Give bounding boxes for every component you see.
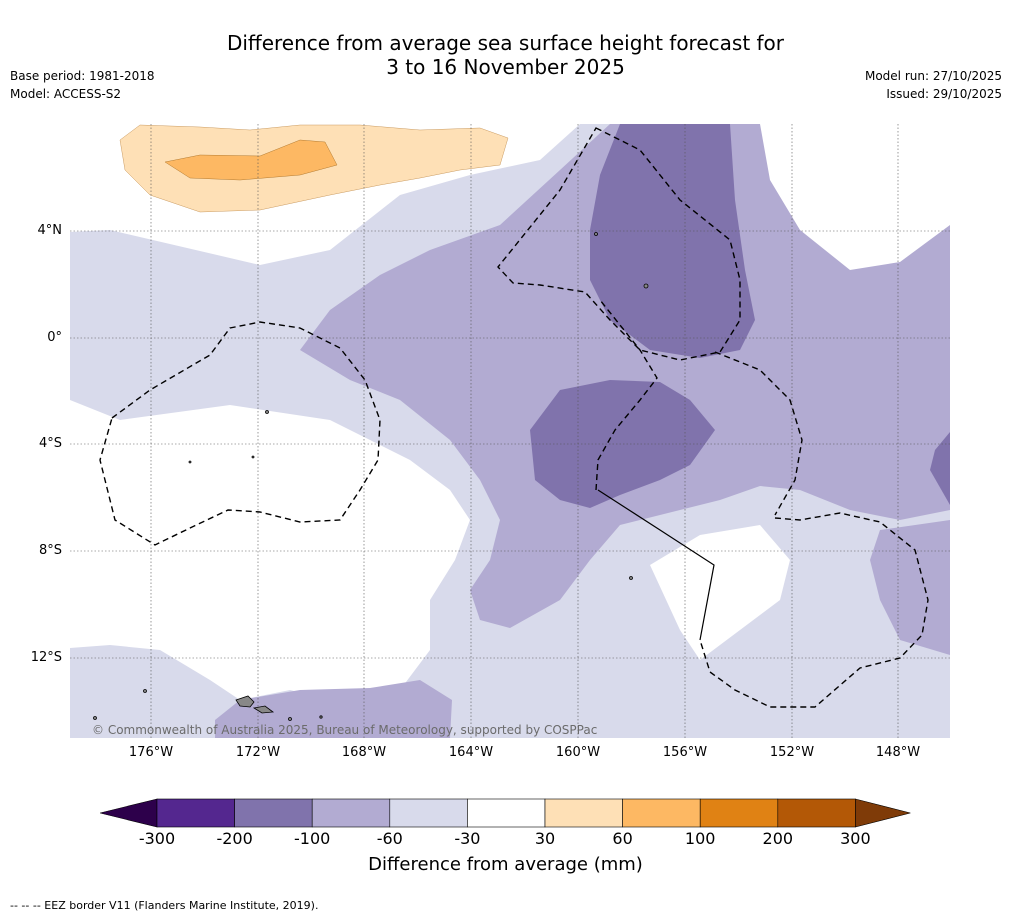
- islands: [93, 232, 649, 721]
- meta-right: Model run: 27/10/2025 Issued: 29/10/2025: [865, 67, 1002, 103]
- eez-footnote: -- -- -- EEZ border V11 (Flanders Marine…: [10, 899, 319, 912]
- lon-label-160w: 160°W: [555, 745, 601, 760]
- title-line-2: 3 to 16 November 2025: [386, 55, 625, 79]
- colorbar-tick-1: -200: [216, 829, 253, 848]
- island-savaii: [235, 695, 255, 708]
- lon-label-148w: 148°W: [875, 745, 921, 760]
- colorbar-over-arrow: [855, 798, 911, 828]
- colorbar-segment-6: [622, 798, 701, 828]
- lon-label-176w: 176°W: [128, 745, 174, 760]
- graticule: [70, 124, 950, 738]
- contour-band-white-southwest: [70, 400, 470, 700]
- colorbar-tick-3: -60: [376, 829, 403, 848]
- colorbar-under-arrow: [100, 798, 158, 828]
- lat-label-8s: 8°S: [38, 543, 62, 558]
- colorbar: [100, 798, 911, 828]
- lon-label-164w: 164°W: [448, 745, 494, 760]
- colorbar-tick-8: 200: [762, 829, 794, 848]
- contour-band-dark-purple-center: [530, 380, 715, 508]
- lat-label-0: 0°: [47, 330, 62, 345]
- colorbar-segment-1: [234, 798, 313, 828]
- island-islet-5: [629, 576, 633, 580]
- colorbar-tick-9: 300: [840, 829, 871, 848]
- copyright-notice: © Commonwealth of Australia 2025, Bureau…: [92, 723, 598, 737]
- island-islet-3: [188, 460, 192, 464]
- contour-band-white-northeast: [790, 128, 950, 275]
- colorbar-segment-4: [467, 798, 546, 828]
- contour-band-mid-purple-east: [870, 520, 950, 655]
- colorbar-segment-5: [544, 798, 623, 828]
- lat-label-4n: 4°N: [37, 223, 63, 238]
- colorbar-tick-2: -100: [294, 829, 331, 848]
- eez-borders: [99, 127, 929, 708]
- colorbar-segment-3: [389, 798, 468, 828]
- model-run: Model run: 27/10/2025: [864, 69, 1002, 83]
- island-islet-9: [319, 715, 323, 719]
- island-islet-7: [93, 716, 97, 720]
- eez-boundary-solid: [597, 489, 715, 641]
- lon-label-152w: 152°W: [769, 745, 815, 760]
- island-islet-2: [265, 410, 269, 414]
- map-svg: [70, 124, 950, 738]
- lon-label-172w: 172°W: [235, 745, 281, 760]
- island-upolu: [252, 705, 275, 714]
- colorbar-segment-7: [699, 798, 779, 828]
- title-line-1: Difference from average sea surface heig…: [226, 31, 785, 55]
- contour-band-orange: [164, 139, 338, 181]
- lat-label-4s: 4°S: [38, 436, 62, 451]
- lat-label-12s: 12°S: [30, 650, 62, 665]
- contour-band-dark-purple-north: [590, 124, 755, 358]
- contour-band-mid-purple-south: [215, 680, 452, 738]
- issued-date: Issued: 29/10/2025: [886, 87, 1002, 101]
- colorbar-tick-4: -30: [454, 829, 481, 848]
- island-islet-1: [594, 232, 598, 236]
- colorbar-tick-0: -300: [138, 829, 176, 848]
- colorbar-tick-7: 100: [684, 829, 716, 848]
- colorbar-label: Difference from average (mm): [368, 854, 643, 875]
- colorbar-segment-2: [311, 798, 391, 828]
- map-panel: [70, 124, 950, 738]
- colorbar-segment-0: [156, 798, 235, 828]
- meta-left: Base period: 1981-2018 Model: ACCESS-S2: [10, 67, 155, 103]
- colorbar-tick-5: 30: [534, 829, 556, 848]
- island-islet-4: [251, 455, 255, 459]
- contour-band-dark-purple-east: [930, 432, 950, 505]
- contour-band-mid-purple: [300, 124, 950, 628]
- base-period: Base period: 1981-2018: [10, 69, 155, 83]
- lon-label-156w: 156°W: [662, 745, 708, 760]
- map-title: Difference from average sea surface heig…: [0, 31, 1011, 79]
- island-islet-6: [143, 689, 147, 693]
- island-north: [643, 283, 649, 289]
- colorbar-segment-8: [777, 798, 856, 828]
- lon-label-168w: 168°W: [341, 745, 387, 760]
- model-name: Model: ACCESS-S2: [10, 87, 122, 101]
- island-islet-8: [288, 717, 292, 721]
- colorbar-tick-6: 60: [612, 829, 633, 848]
